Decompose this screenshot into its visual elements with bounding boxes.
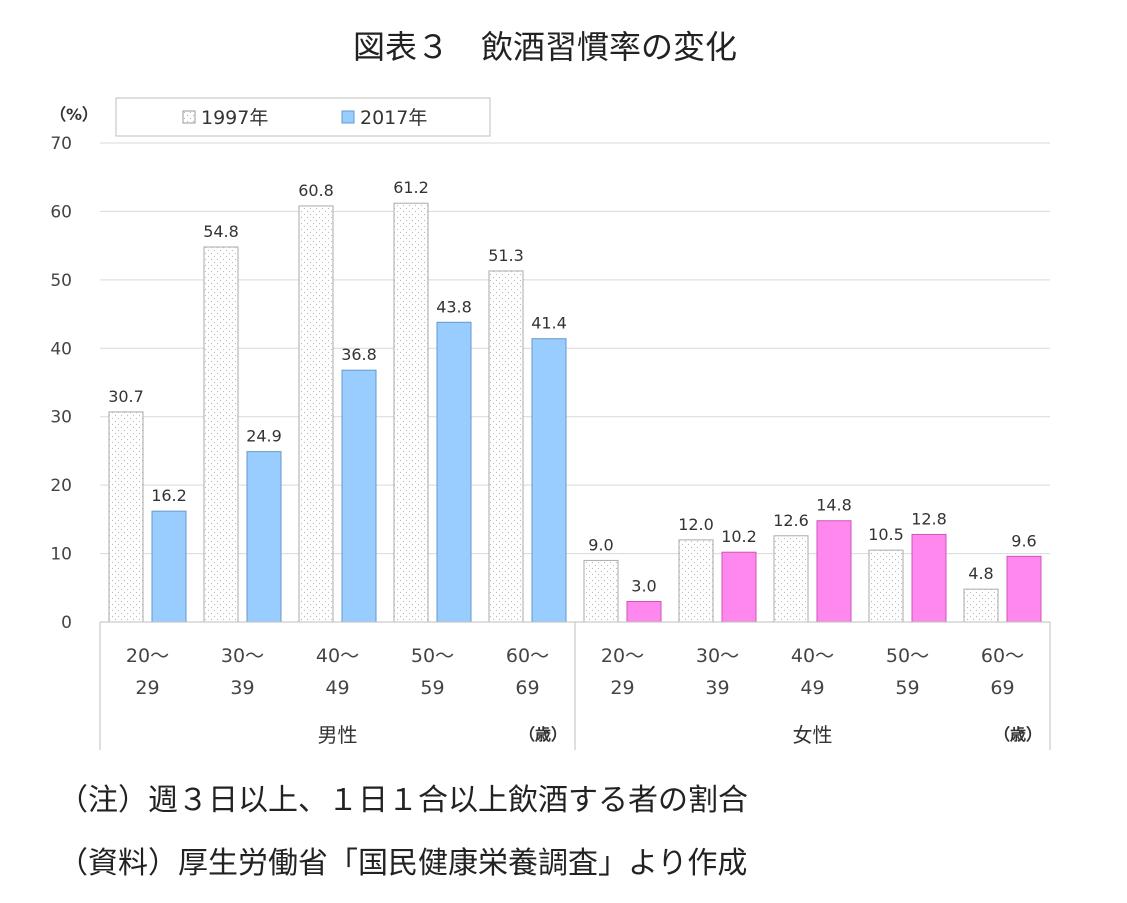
chart-title: 図表３ 飲酒習慣率の変化: [353, 28, 737, 66]
bar-1997: [488, 270, 524, 623]
legend-label-2017: 2017年: [360, 107, 427, 129]
data-label-1997: 9.0: [588, 535, 613, 554]
legend-swatch-2017: [341, 110, 355, 124]
legend-box: [115, 97, 491, 137]
category-label: 59: [895, 677, 919, 699]
bar-1997: [203, 246, 239, 623]
y-tick-label: 60: [50, 202, 72, 222]
category-label: 50〜: [411, 645, 454, 667]
y-tick-label: 40: [50, 339, 72, 359]
data-label-2017: 9.6: [1011, 531, 1036, 550]
bar-1997: [393, 202, 429, 623]
x-axis: 20〜 29 30〜 39 40〜 49 50〜 59 60〜 69 男性 （歳） 20〜 29 30〜 39…: [99, 621, 1051, 750]
data-label-2017: 43.8: [436, 297, 472, 316]
data-label-2017: 36.8: [341, 345, 377, 364]
legend-label-1997: 1997年: [201, 107, 268, 129]
gridlines: [100, 142, 1050, 555]
y-tick-label: 20: [50, 476, 72, 496]
category-label: 30〜: [221, 645, 264, 667]
y-unit-label: （%）: [50, 105, 98, 124]
data-label-2017: 41.4: [531, 314, 567, 333]
data-label-2017: 16.2: [151, 486, 187, 505]
bar-2017: [1006, 555, 1042, 623]
data-label-1997: 12.0: [678, 515, 714, 534]
bar-1997: [108, 411, 144, 623]
bar-2017: [626, 600, 662, 623]
drinking-rate-chart: 図表３ 飲酒習慣率の変化 （%） 0 10 20 30 40 50 60 70 30.7 16.…: [50, 28, 1051, 750]
category-label: 49: [800, 677, 824, 699]
bar-1997: [583, 559, 619, 623]
bar-2017: [816, 520, 852, 623]
category-label: 20〜: [126, 645, 169, 667]
group-label: 男性: [318, 723, 358, 747]
category-label: 39: [230, 677, 254, 699]
data-label-1997: 54.8: [203, 222, 239, 241]
y-tick-label: 0: [61, 613, 72, 633]
data-label-1997: 4.8: [968, 564, 993, 583]
bar-2017: [911, 533, 947, 623]
legend: 1997年 2017年: [115, 97, 491, 137]
category-label: 60〜: [981, 645, 1024, 667]
x-unit-label: （歳）: [994, 725, 1042, 744]
category-label: 50〜: [886, 645, 929, 667]
x-unit-label: （歳）: [519, 725, 567, 744]
category-label: 49: [325, 677, 349, 699]
category-label: 39: [705, 677, 729, 699]
category-label: 59: [420, 677, 444, 699]
category-label: 69: [990, 677, 1014, 699]
bar-1997: [773, 535, 809, 623]
bar-2017: [436, 321, 472, 623]
y-tick-label: 50: [50, 271, 72, 291]
data-label-1997: 10.5: [868, 525, 904, 544]
y-tick-label: 30: [50, 408, 72, 428]
bar-1997: [678, 539, 714, 623]
bar-2017: [721, 551, 757, 623]
data-label-2017: 3.0: [631, 576, 656, 595]
y-axis-ticks: 0 10 20 30 40 50 60 70: [50, 134, 72, 633]
data-label-1997: 12.6: [773, 511, 809, 530]
bar-2017: [531, 338, 567, 623]
bars: [108, 202, 1042, 623]
data-label-2017: 24.9: [246, 427, 282, 446]
category-label: 20〜: [601, 645, 644, 667]
category-label: 29: [135, 677, 159, 699]
category-label: 40〜: [791, 645, 834, 667]
data-label-1997: 30.7: [108, 387, 144, 406]
y-tick-label: 70: [50, 134, 72, 154]
group-label: 女性: [793, 723, 833, 747]
bar-2017: [341, 369, 377, 623]
bar-1997: [868, 549, 904, 623]
data-labels: 30.7 16.2 54.8 24.9 60.8 36.8 61.2 43.8 51.3 41.4…: [108, 178, 1037, 595]
y-tick-label: 10: [50, 545, 72, 565]
data-label-1997: 60.8: [298, 181, 334, 200]
data-label-1997: 61.2: [393, 178, 429, 197]
note-text: （注）週３日以上、１日１合以上飲酒する者の割合: [58, 783, 748, 818]
bar-2017: [151, 510, 187, 623]
category-label: 29: [610, 677, 634, 699]
bar-1997: [298, 205, 334, 623]
bar-1997: [963, 588, 999, 623]
category-label: 69: [515, 677, 539, 699]
category-label: 60〜: [506, 645, 549, 667]
data-label-2017: 14.8: [816, 496, 852, 515]
data-label-1997: 51.3: [488, 246, 524, 265]
category-label: 40〜: [316, 645, 359, 667]
data-label-2017: 12.8: [911, 509, 947, 528]
bar-2017: [246, 451, 282, 623]
legend-swatch-1997: [182, 110, 196, 124]
source-text: （資料）厚生労働省「国民健康栄養調査」より作成: [58, 846, 748, 881]
data-label-2017: 10.2: [721, 527, 757, 546]
category-label: 30〜: [696, 645, 739, 667]
